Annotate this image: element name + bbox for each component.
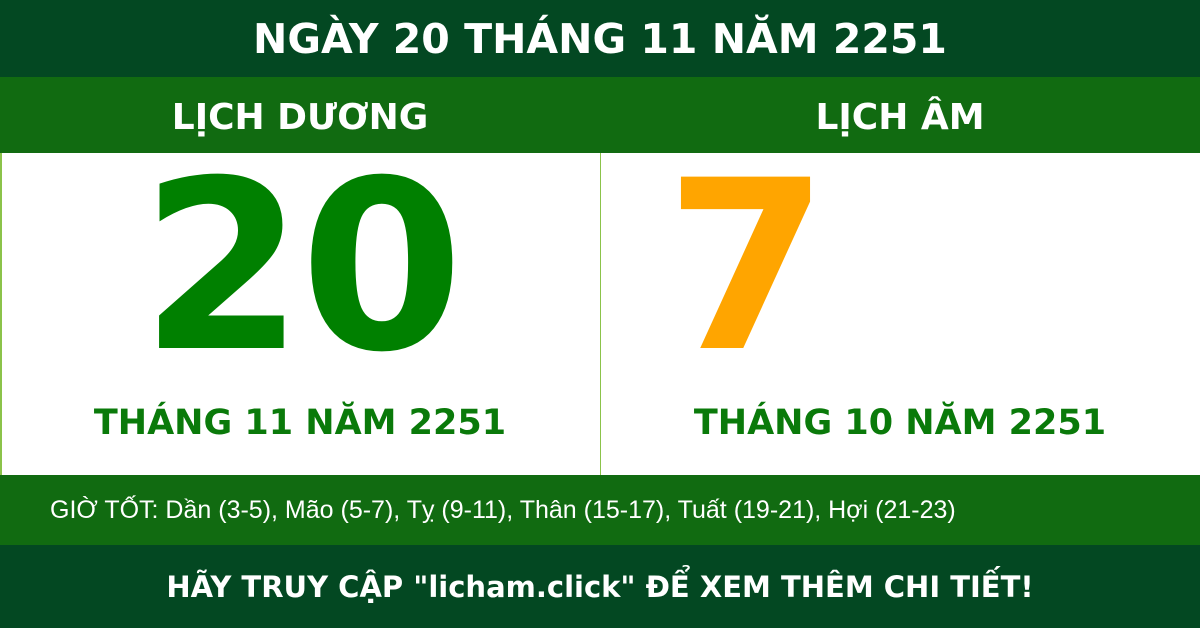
solar-calendar-label: LỊCH DƯƠNG (171, 97, 429, 138)
lunar-calendar-label: LỊCH ÂM (815, 97, 985, 138)
footer-cta: HÃY TRUY CẬP "licham.click" ĐỂ XEM THÊM … (0, 545, 1200, 628)
lunar-month-year: THÁNG 10 NĂM 2251 (693, 403, 1107, 443)
lunar-panel (600, 153, 1200, 475)
solar-day: 20 (140, 131, 463, 404)
column-headers: LỊCH DƯƠNG LỊCH ÂM (0, 77, 1200, 153)
good-hours: GIỜ TỐT: Dần (3-5), Mão (5-7), Tỵ (9-11)… (0, 475, 1200, 545)
solar-panel (0, 153, 600, 475)
lunar-day: 7 (665, 131, 829, 404)
page-title: NGÀY 20 THÁNG 11 NĂM 2251 (0, 0, 1200, 77)
solar-month-year: THÁNG 11 NĂM 2251 (93, 403, 507, 443)
